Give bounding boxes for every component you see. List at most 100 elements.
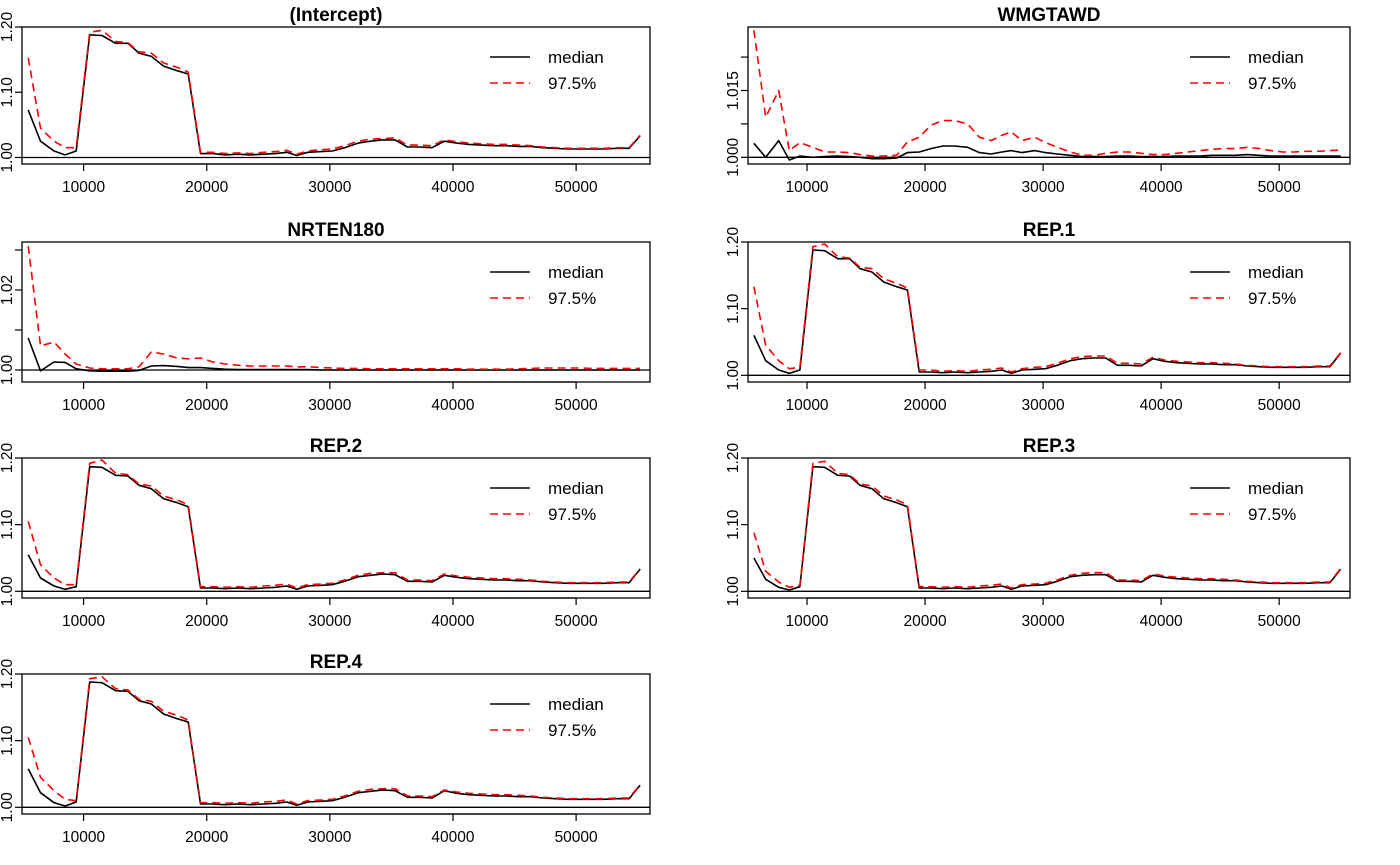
panel-title: WMGTAWD: [997, 5, 1100, 26]
legend: median 97.5%: [490, 695, 604, 740]
x-tick-label: 10000: [62, 397, 105, 414]
x-tick-label: 40000: [431, 179, 474, 196]
series-line-upper: [753, 30, 1341, 157]
y-tick-label: 1.10: [725, 293, 742, 324]
series-line-median: [27, 681, 641, 807]
legend-label: median: [1248, 48, 1304, 67]
series-line-median: [27, 337, 641, 373]
y-tick-label: 1.00: [0, 355, 16, 386]
series-line-median: [753, 465, 1342, 591]
x-tick-label: 30000: [1022, 613, 1065, 630]
x-tick-label: 50000: [555, 829, 598, 846]
legend-label: 97.5%: [1248, 505, 1296, 524]
panel-title: (Intercept): [290, 5, 383, 26]
y-tick-label: 1.10: [725, 509, 742, 540]
legend-label: median: [548, 479, 604, 498]
panel-title: REP.1: [1023, 220, 1076, 241]
y-tick-label: 1.20: [725, 227, 742, 258]
legend: median 97.5%: [490, 479, 604, 524]
legend: median 97.5%: [490, 263, 604, 308]
x-tick-label: 40000: [1140, 179, 1183, 196]
y-tick-label: 1.00: [725, 576, 742, 607]
y-tick-label: 1.000: [725, 138, 742, 177]
series-line-upper: [27, 459, 641, 589]
x-tick-label: 10000: [62, 613, 105, 630]
x-tick-label: 10000: [785, 179, 828, 196]
x-tick-label: 20000: [185, 829, 228, 846]
y-tick-label: 1.10: [0, 725, 16, 756]
x-tick-label: 10000: [785, 613, 828, 630]
panel-rep-3: REP.3 10000 20000 30000 40000 50000 1.00 1.10 1.…: [725, 436, 1351, 630]
x-tick-label: 50000: [1258, 397, 1301, 414]
x-tick-label: 30000: [1022, 397, 1065, 414]
legend-label: median: [548, 695, 604, 714]
y-tick-label: 1.00: [0, 142, 16, 173]
y-tick-label: 1.10: [0, 77, 16, 108]
x-tick-label: 40000: [431, 829, 474, 846]
legend-label: median: [548, 48, 604, 67]
panel-title: REP.2: [310, 436, 362, 457]
series-line-median: [27, 465, 641, 591]
legend: median 97.5%: [1190, 263, 1304, 308]
x-tick-label: 20000: [185, 397, 228, 414]
y-tick-label: 1.20: [0, 12, 16, 43]
y-tick-label: 1.00: [0, 792, 16, 823]
x-tick-label: 10000: [785, 397, 828, 414]
legend-label: 97.5%: [548, 289, 596, 308]
series-line-upper: [753, 460, 1342, 589]
x-tick-label: 40000: [431, 613, 474, 630]
series-line-upper: [27, 29, 641, 155]
y-tick-label: 1.10: [0, 509, 16, 540]
legend-label: median: [1248, 263, 1304, 282]
series-line-upper: [27, 245, 641, 371]
legend: median 97.5%: [1190, 479, 1304, 524]
y-tick-label: 1.20: [725, 443, 742, 474]
x-tick-label: 40000: [431, 397, 474, 414]
x-tick-label: 10000: [62, 179, 105, 196]
x-tick-label: 20000: [185, 613, 228, 630]
x-tick-label: 20000: [185, 179, 228, 196]
panel-title: REP.4: [310, 652, 363, 673]
x-tick-label: 30000: [308, 179, 351, 196]
legend-label: 97.5%: [548, 721, 596, 740]
legend-label: median: [548, 263, 604, 282]
x-tick-label: 40000: [1140, 613, 1183, 630]
legend-label: 97.5%: [548, 505, 596, 524]
series-line-median: [753, 139, 1341, 161]
panel-nrten180: NRTEN180 10000 20000 30000 40000 50000 1.00 1.0…: [0, 220, 651, 414]
legend: median 97.5%: [490, 48, 604, 93]
x-tick-label: 20000: [904, 397, 947, 414]
legend-label: 97.5%: [1248, 289, 1296, 308]
legend-label: 97.5%: [1248, 74, 1296, 93]
x-tick-label: 30000: [308, 829, 351, 846]
panel-rep-1: REP.1 10000 20000 30000 40000 50000 1.00 1.10 1.…: [725, 220, 1351, 414]
y-tick-label: 1.02: [0, 275, 16, 305]
legend-label: 97.5%: [548, 74, 596, 93]
series-line-upper: [27, 675, 641, 805]
y-tick-label: 1.00: [0, 576, 16, 607]
panel-title: REP.3: [1023, 436, 1075, 457]
x-tick-label: 30000: [308, 613, 351, 630]
x-tick-label: 20000: [904, 179, 947, 196]
x-tick-label: 20000: [904, 613, 947, 630]
x-tick-label: 50000: [555, 613, 598, 630]
x-tick-label: 30000: [308, 397, 351, 414]
x-tick-label: 40000: [1140, 397, 1183, 414]
panel-rep-2: REP.2 10000 20000 30000 40000 50000 1.00 1.10 1.…: [0, 436, 651, 630]
y-tick-label: 1.20: [0, 443, 16, 474]
x-tick-label: 10000: [62, 829, 105, 846]
panel-title: NRTEN180: [287, 220, 384, 241]
series-line-upper: [753, 243, 1342, 373]
x-tick-label: 50000: [1258, 179, 1301, 196]
legend: median 97.5%: [1190, 48, 1304, 93]
panel-wmgtawd: WMGTAWD 10000 20000 30000 40000 50000 1.000 1.0…: [725, 5, 1351, 196]
legend-label: median: [1248, 479, 1304, 498]
y-tick-label: 1.00: [725, 360, 742, 391]
y-tick-label: 1.20: [0, 659, 16, 690]
y-tick-label: 1.015: [725, 71, 742, 110]
x-tick-label: 50000: [1258, 613, 1301, 630]
x-tick-label: 50000: [555, 179, 598, 196]
panel-rep-4: REP.4 10000 20000 30000 40000 50000 1.00 1.10 1.…: [0, 652, 651, 846]
x-tick-label: 30000: [1022, 179, 1065, 196]
